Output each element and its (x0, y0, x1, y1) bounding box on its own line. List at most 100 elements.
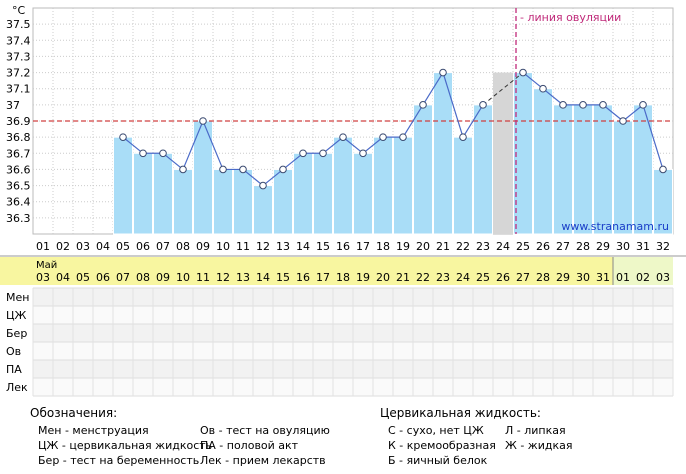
temperature-segment (342, 136, 364, 154)
temperature-bar (553, 104, 573, 235)
cycle-day-label: 14 (296, 240, 310, 253)
temperature-bar (233, 168, 253, 235)
y-tick-label: 37.4 (6, 34, 31, 47)
y-tick-label: 37.2 (6, 67, 31, 80)
y-tick-label: 36.8 (6, 131, 31, 144)
date-label: 21 (396, 271, 410, 284)
temperature-point (159, 149, 167, 158)
temperature-point (239, 165, 247, 174)
cycle-day-label: 01 (36, 240, 50, 253)
temperature-point (559, 101, 567, 109)
observation-row-label: ПА (6, 363, 22, 376)
temperature-bar (133, 152, 153, 235)
cycle-day-label: 03 (76, 240, 90, 253)
temperature-bar (173, 168, 193, 235)
date-label: 07 (116, 271, 130, 284)
temperature-bar (613, 120, 633, 235)
cycle-day-label: 29 (596, 240, 610, 253)
missing-day-bar (493, 72, 513, 234)
y-tick-label: 36.3 (6, 212, 31, 225)
temperature-point (299, 149, 307, 158)
cycle-day-label: 31 (636, 240, 650, 253)
temperature-bar (433, 72, 453, 235)
cycle-day-label: 21 (436, 240, 450, 253)
cycle-day-label: 15 (316, 240, 330, 253)
cycle-day-label: 27 (556, 240, 570, 253)
temperature-segment (642, 104, 664, 170)
temperature-segment (242, 168, 264, 187)
temperature-point (199, 117, 207, 125)
temperature-segment (322, 136, 344, 154)
cycle-day-label: 05 (116, 240, 130, 253)
temperature-segment (182, 120, 204, 170)
temperature-bar (393, 136, 413, 235)
watermark: www.stranamam.ru (561, 220, 669, 233)
temperature-segment (462, 104, 484, 138)
date-label: 25 (476, 271, 490, 284)
temperature-segment (162, 152, 184, 170)
temperature-bar (333, 136, 353, 235)
cycle-day-label: 26 (536, 240, 550, 253)
temperature-point (479, 101, 487, 109)
date-label: 18 (336, 271, 350, 284)
date-label: 08 (136, 271, 150, 284)
observation-row-label: ЦЖ (6, 309, 27, 322)
temperature-point (339, 133, 347, 141)
date-label: 02 (636, 271, 650, 284)
date-label: 24 (456, 271, 470, 284)
legend-title: Обозначения: (30, 406, 118, 420)
date-row-next-month-bg (613, 257, 673, 285)
cycle-day-label: 25 (516, 240, 530, 253)
date-label: 27 (516, 271, 530, 284)
temperature-segment (442, 72, 464, 138)
legend-col-2: Ов - тест на овуляцию ПА - половой акт Л… (200, 423, 330, 468)
date-label: 15 (276, 271, 290, 284)
cycle-day-label: 28 (576, 240, 590, 253)
temperature-point (399, 133, 407, 141)
fluid-legend-title: Цервикальная жидкость: (380, 406, 541, 420)
cycle-day-label: 32 (656, 240, 670, 253)
temperature-point (219, 165, 227, 174)
cycle-day-label: 17 (356, 240, 370, 253)
cycle-day-label: 19 (396, 240, 410, 253)
cycle-day-label: 10 (216, 240, 230, 253)
y-tick-label: 37 (6, 99, 20, 112)
temperature-segment (622, 104, 644, 122)
legend-item: ПА - половой акт (200, 439, 299, 452)
date-label: 10 (176, 271, 190, 284)
temperature-point (639, 101, 647, 109)
legend-item: С - сухо, нет ЦЖ (388, 424, 484, 437)
temperature-point (119, 133, 127, 141)
temperature-point (619, 117, 627, 125)
legend-item: Лек - прием лекарств (200, 454, 326, 467)
temperature-point (139, 149, 147, 158)
date-label: 30 (576, 271, 590, 284)
legend-col-1: Мен - менструация ЦЖ - цервикальная жидк… (38, 423, 212, 468)
temperature-bar (593, 104, 613, 235)
legend-item: Ж - жидкая (505, 439, 573, 452)
cycle-day-label: 18 (376, 240, 390, 253)
legend-item: Ов - тест на овуляцию (200, 424, 330, 437)
observation-row-label: Бер (6, 327, 27, 340)
y-tick-label: 36.6 (6, 163, 31, 176)
cycle-day-label: 12 (256, 240, 270, 253)
date-label: 14 (256, 271, 270, 284)
cycle-day-label: 09 (196, 240, 210, 253)
unit-label: °C (12, 4, 26, 17)
temperature-gap-segment (482, 72, 524, 106)
y-tick-label: 36.4 (6, 196, 31, 209)
legend-item: Б - яичный белок (388, 454, 488, 467)
temperature-segment (362, 136, 384, 154)
cycle-day-label: 04 (96, 240, 110, 253)
date-label: 26 (496, 271, 510, 284)
temperature-point (659, 165, 667, 174)
cycle-day-label: 08 (176, 240, 190, 253)
temperature-bar (273, 168, 293, 235)
cycle-day-label: 06 (136, 240, 150, 253)
date-label: 05 (76, 271, 90, 284)
temperature-point (359, 149, 367, 158)
temperature-point (379, 133, 387, 141)
temperature-point (459, 133, 467, 141)
temperature-point (539, 84, 547, 93)
temperature-point (259, 181, 267, 190)
